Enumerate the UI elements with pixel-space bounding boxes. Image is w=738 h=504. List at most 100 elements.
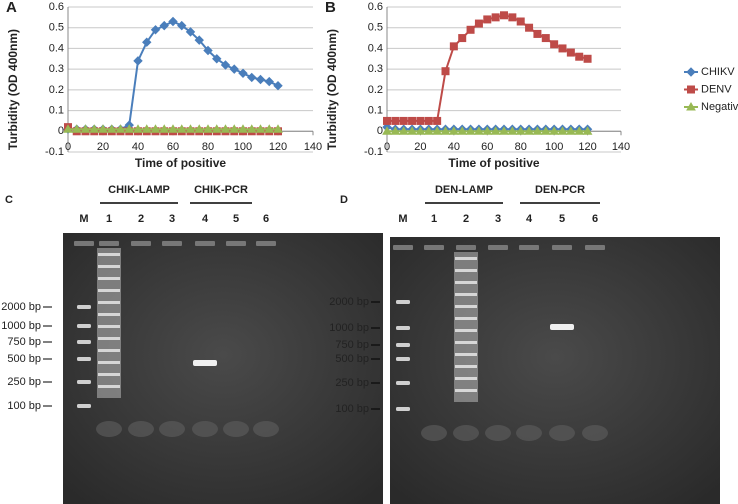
marker bbox=[416, 116, 425, 125]
marker bbox=[124, 124, 135, 133]
marker bbox=[246, 124, 257, 133]
legend-label: DENV bbox=[701, 83, 732, 95]
marker bbox=[583, 54, 592, 63]
marker bbox=[540, 126, 551, 135]
marker bbox=[176, 124, 187, 133]
lamp-ladder-band bbox=[98, 373, 120, 376]
panel-label: D bbox=[340, 194, 348, 206]
primer-glow bbox=[453, 425, 479, 441]
marker bbox=[141, 124, 152, 133]
group-label: CHIK-LAMP bbox=[108, 184, 170, 196]
ladder-label: 100 bp bbox=[335, 403, 369, 415]
ladder-band bbox=[396, 300, 410, 304]
lamp-ladder-band bbox=[455, 281, 477, 284]
series-line bbox=[68, 20, 279, 131]
marker bbox=[407, 126, 417, 135]
x-axis-title: Time of positive bbox=[448, 156, 539, 170]
marker bbox=[508, 13, 517, 22]
marker bbox=[449, 42, 458, 51]
marker bbox=[150, 124, 161, 133]
lamp-ladder-band bbox=[98, 277, 120, 280]
lamp-ladder-band bbox=[98, 361, 120, 364]
marker bbox=[63, 124, 73, 133]
marker bbox=[264, 124, 275, 133]
lamp-ladder-band bbox=[98, 349, 120, 352]
ladder-band bbox=[77, 305, 91, 309]
marker bbox=[229, 124, 240, 133]
ladder-band bbox=[396, 381, 410, 385]
marker bbox=[168, 124, 178, 133]
marker bbox=[440, 126, 451, 135]
y-tick-label: 0.4 bbox=[368, 42, 383, 54]
x-axis-title: Time of positive bbox=[135, 156, 226, 170]
marker bbox=[168, 16, 178, 27]
marker bbox=[483, 15, 492, 24]
marker bbox=[194, 35, 204, 45]
lamp-ladder-band bbox=[455, 293, 477, 296]
marker bbox=[203, 45, 213, 56]
marker bbox=[391, 116, 400, 125]
lamp-ladder-band bbox=[98, 289, 120, 292]
marker bbox=[532, 126, 543, 135]
lane-label: M bbox=[79, 213, 88, 225]
marker bbox=[432, 126, 443, 135]
primer-glow bbox=[549, 425, 575, 441]
marker bbox=[71, 124, 82, 133]
marker bbox=[398, 126, 409, 135]
marker bbox=[264, 76, 274, 87]
ladder-label: 100 bp bbox=[7, 400, 41, 412]
y-tick-label: 0.2 bbox=[368, 84, 383, 96]
marker bbox=[142, 37, 152, 47]
gel-panel: D DEN-LAMP DEN-PCR M 1 2 3 4 5 6 2000 bp 1000 bp 750… bbox=[329, 184, 720, 504]
well bbox=[552, 245, 572, 250]
x-tick-label: 140 bbox=[612, 141, 630, 153]
marker bbox=[458, 34, 467, 43]
lane-label: 3 bbox=[495, 213, 501, 225]
y-tick-label: 0.4 bbox=[49, 42, 64, 54]
x-tick-label: 0 bbox=[65, 141, 71, 153]
ladder-label: 750 bp bbox=[7, 336, 41, 348]
marker bbox=[238, 124, 248, 133]
marker bbox=[159, 124, 170, 133]
well bbox=[488, 245, 508, 250]
ladder-band bbox=[396, 343, 410, 347]
lane-label: M bbox=[398, 213, 407, 225]
marker bbox=[185, 124, 196, 133]
lane-label: 3 bbox=[169, 213, 175, 225]
ladder-band bbox=[396, 407, 410, 411]
y-tick-label: 0.5 bbox=[368, 22, 383, 34]
x-tick-label: 100 bbox=[234, 141, 252, 153]
y-axis-title: Turbidity (OD 400nm) bbox=[325, 29, 339, 150]
marker bbox=[194, 124, 205, 133]
well bbox=[195, 241, 215, 246]
well bbox=[162, 241, 182, 246]
x-tick-label: 40 bbox=[448, 141, 460, 153]
y-tick-label: 0.3 bbox=[49, 63, 64, 75]
x-tick-label: 20 bbox=[414, 141, 426, 153]
lane-label: 4 bbox=[202, 213, 209, 225]
y-tick-label: 0.6 bbox=[49, 1, 64, 13]
marker bbox=[177, 20, 187, 31]
lamp-ladder-band bbox=[98, 385, 120, 388]
marker bbox=[565, 126, 576, 135]
marker bbox=[491, 13, 500, 22]
marker bbox=[575, 52, 584, 61]
y-tick-label: 0 bbox=[58, 125, 64, 137]
lane-label: 4 bbox=[526, 213, 533, 225]
marker bbox=[238, 68, 248, 78]
ladder-label: 2000 bp bbox=[329, 296, 369, 308]
marker bbox=[229, 64, 239, 74]
pcr-band bbox=[193, 360, 217, 366]
y-tick-label: 0.5 bbox=[49, 22, 64, 34]
marker bbox=[550, 40, 559, 49]
marker bbox=[448, 126, 459, 135]
y-axis-title: Turbidity (OD 400nm) bbox=[6, 29, 20, 150]
marker bbox=[211, 124, 222, 133]
marker bbox=[474, 126, 484, 135]
ladder-label: 500 bp bbox=[7, 353, 41, 365]
well bbox=[256, 241, 276, 246]
line-chart: A-0.100.10.20.30.40.50.60 20 40 60 80 100 120 1… bbox=[6, 0, 322, 170]
primer-glow bbox=[159, 421, 185, 437]
marker bbox=[482, 126, 493, 135]
